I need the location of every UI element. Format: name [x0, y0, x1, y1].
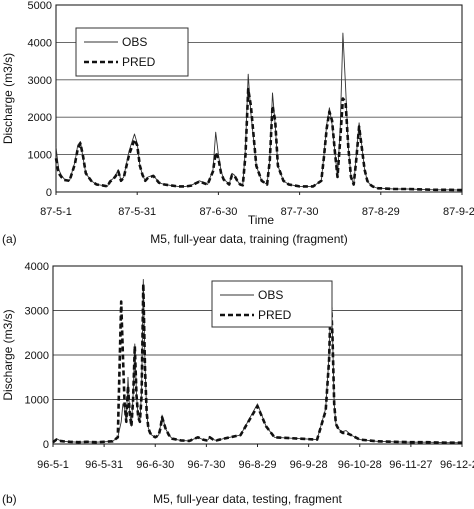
series-line-pred: [52, 282, 462, 444]
y-tick-label: 0: [46, 187, 52, 199]
x-tick-label: 96-5-1: [37, 459, 69, 471]
y-tick-label: 3000: [28, 75, 52, 87]
series-line-pred: [54, 87, 463, 192]
y-tick-label: 2000: [25, 350, 49, 362]
y-tick-label: 2000: [28, 112, 52, 124]
x-axis-label: Time: [248, 213, 275, 227]
x-tick-label: 96-8-29: [239, 459, 277, 471]
y-tick-label: 1000: [25, 395, 49, 407]
x-tick-label: 96-7-30: [187, 459, 225, 471]
panel-label: (b): [2, 492, 17, 506]
x-tick-label: 87-7-30: [281, 206, 319, 218]
x-tick-label: 96-10-28: [338, 459, 382, 471]
panel-label: (a): [2, 232, 17, 246]
legend-label: PRED: [122, 55, 156, 69]
y-tick-label: 0: [43, 439, 49, 451]
panel-b: 0 1000 2000 3000 4000 96-5-1 96-5-31 96-6-30 96-…: [1, 261, 474, 506]
plot-frame: [55, 4, 463, 193]
legend-label: OBS: [258, 288, 283, 302]
legend-label: OBS: [122, 35, 147, 49]
x-tick-label: 96-9-28: [290, 459, 328, 471]
legend-box: [75, 27, 189, 77]
y-axis-label: Discharge (m3/s): [1, 53, 15, 144]
x-tick-label: 96-11-27: [389, 459, 432, 471]
x-tick-label: 87-6-30: [199, 206, 237, 218]
panel-a: 0 1000 2000 3000 4000 5000 87-5-1 87-5-31 87-6-3…: [1, 0, 474, 246]
x-tick-label: 87-5-1: [40, 206, 72, 218]
legend-box: [211, 280, 333, 328]
y-axis-label: Discharge (m3/s): [1, 309, 15, 400]
x-tick-label: 96-6-30: [136, 459, 174, 471]
x-tick-label: 96-12-27: [440, 459, 474, 471]
y-tick-label: 4000: [25, 261, 49, 273]
plot-frame: [52, 265, 463, 445]
x-tick-label: 87-9-28: [443, 206, 474, 218]
figure-caption: M5, full-year data, training (fragment): [150, 232, 347, 246]
x-tick-label: 96-5-31: [85, 459, 123, 471]
y-tick-label: 1000: [28, 150, 52, 162]
y-tick-label: 5000: [28, 0, 52, 12]
x-tick-label: 87-5-31: [118, 206, 156, 218]
figure-caption: M5, full-year data, testing, fragment: [153, 492, 342, 506]
x-tick-label: 87-8-29: [362, 206, 400, 218]
legend-label: PRED: [258, 308, 292, 322]
y-tick-label: 3000: [25, 306, 49, 318]
y-tick-label: 4000: [28, 37, 52, 49]
